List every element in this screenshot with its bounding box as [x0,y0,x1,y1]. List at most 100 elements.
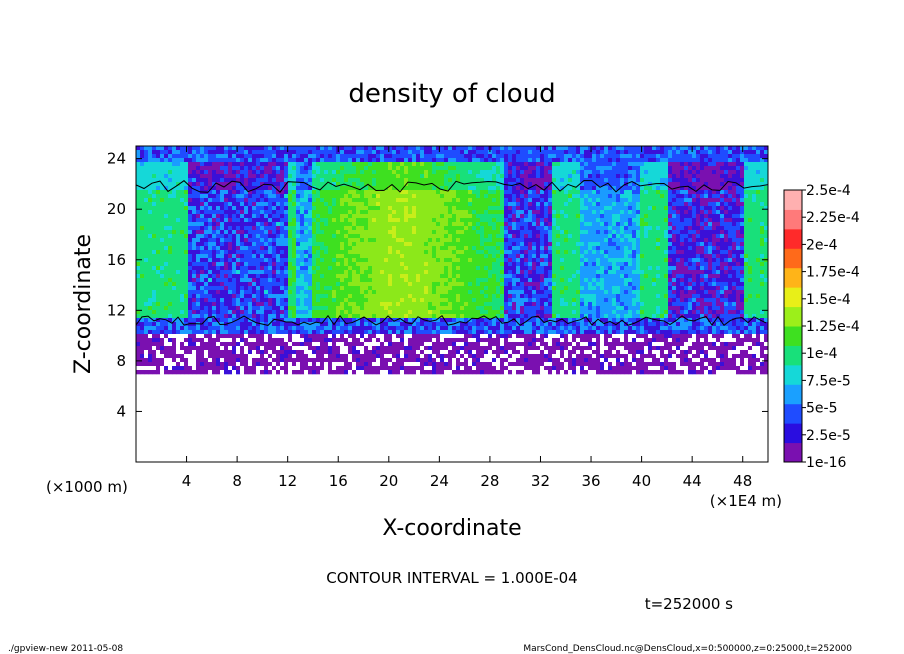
field-cell [272,278,277,283]
field-cell [172,226,177,231]
field-cell [408,298,413,303]
field-cell [404,342,409,347]
field-cell [204,258,209,263]
field-cell [400,282,405,287]
field-cell [144,258,149,263]
field-cell [412,370,417,375]
field-cell [244,206,249,211]
field-cell [348,214,353,219]
field-cell [428,342,433,347]
field-cell [236,214,241,219]
field-cell [232,230,237,235]
field-cell [252,338,257,343]
field-cell [432,358,437,363]
field-cell [196,350,201,355]
field-cell [252,158,257,163]
field-cell [340,326,345,331]
field-cell [136,322,141,327]
field-cell [156,238,161,243]
field-cell [244,322,249,327]
field-cell [356,322,361,327]
field-cell [184,306,189,311]
field-cell [272,306,277,311]
field-cell [332,190,337,195]
field-cell [384,286,389,291]
field-cell [360,306,365,311]
field-cell [208,158,213,163]
field-cell [220,326,225,331]
field-cell [208,350,213,355]
field-cell [176,330,181,335]
field-cell [244,210,249,215]
field-cell [148,270,153,275]
field-cell [240,230,245,235]
field-cell [148,186,153,191]
field-cell [468,346,473,351]
field-cell [188,342,193,347]
field-cell [292,278,297,283]
field-cell [280,194,285,199]
field-cell [268,270,273,275]
field-cell [252,230,257,235]
field-cell [248,214,253,219]
field-cell [160,206,165,211]
field-cell [216,326,221,331]
field-cell [152,362,157,367]
field-cell [196,246,201,251]
field-cell [140,154,145,159]
field-cell [444,366,449,371]
field-cell [164,218,169,223]
field-cell [268,190,273,195]
field-cell [320,146,325,151]
field-cell [200,218,205,223]
field-cell [440,326,445,331]
field-cell [292,166,297,171]
field-cell [260,210,265,215]
field-cell [188,338,193,343]
field-cell [212,290,217,295]
field-cell [332,194,337,199]
field-cell [408,182,413,187]
field-cell [160,266,165,271]
field-cell [332,174,337,179]
field-cell [436,370,441,375]
field-cell [196,210,201,215]
field-cell [180,354,185,359]
field-cell [204,158,209,163]
field-cell [240,306,245,311]
field-cell [184,266,189,271]
field-cell [228,286,233,291]
field-cell [332,334,337,339]
field-cell [416,326,421,331]
field-cell [180,274,185,279]
field-cell [152,290,157,295]
field-cell [160,278,165,283]
field-cell [340,158,345,163]
field-cell [336,182,341,187]
field-cell [344,258,349,263]
field-cell [344,278,349,283]
field-cell [232,250,237,255]
field-cell [236,258,241,263]
field-cell [172,214,177,219]
field-cell [336,310,341,315]
field-cell [408,218,413,223]
field-cell [248,334,253,339]
field-cell [164,354,169,359]
field-cell [196,230,201,235]
field-cell [424,218,429,223]
field-cell [352,262,357,267]
field-cell [328,194,333,199]
field-cell [324,214,329,219]
field-cell [324,210,329,215]
field-cell [220,270,225,275]
field-cell [320,370,325,375]
field-cell [196,166,201,171]
field-cell [440,214,445,219]
field-cell [440,362,445,367]
field-cell [144,306,149,311]
field-cell [460,310,465,315]
field-cell [288,270,293,275]
field-cell [228,210,233,215]
field-cell [452,246,457,251]
